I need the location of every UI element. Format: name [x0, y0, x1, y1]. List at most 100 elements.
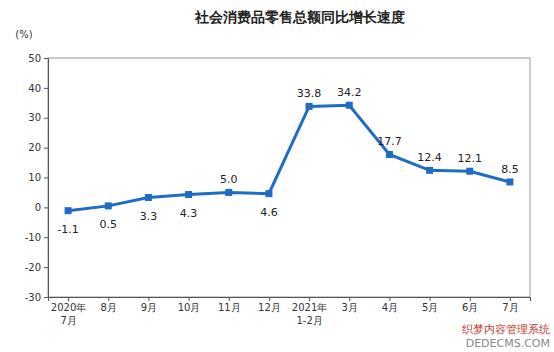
marker — [185, 191, 192, 198]
x-tick-label: 10月 — [178, 302, 201, 313]
x-tick-label: 6月 — [462, 302, 478, 313]
x-tick: 6月 — [462, 297, 478, 313]
y-tick-label: -10 — [25, 232, 41, 243]
x-tick: 2021年1-2月 — [292, 297, 327, 326]
x-tick-mark — [309, 297, 310, 301]
marker — [65, 207, 72, 214]
x-tick: 3月 — [342, 297, 358, 313]
y-tick: 50 — [28, 53, 48, 64]
data-label: 4.6 — [260, 206, 278, 219]
data-label: 12.4 — [417, 151, 442, 164]
watermark: 织梦内容管理系统 — [462, 323, 550, 336]
plot-frame — [48, 58, 530, 297]
y-label: (%) — [15, 29, 32, 40]
x-tick: 11月 — [218, 297, 241, 313]
y-tick-mark — [44, 237, 48, 238]
y-tick-label: 10 — [28, 172, 41, 183]
y-tick-label: 30 — [28, 112, 41, 123]
y-tick: 10 — [28, 172, 48, 183]
y-tick-mark — [44, 297, 48, 298]
x-tick-label: 12月 — [258, 302, 281, 313]
data-label: -1.1 — [57, 223, 78, 236]
marker — [225, 189, 232, 196]
marker — [105, 202, 112, 209]
data-label: 34.2 — [337, 86, 362, 99]
y-tick: 30 — [28, 112, 48, 123]
y-tick-mark — [44, 88, 48, 89]
y-tick-label: 50 — [28, 53, 41, 64]
marker — [386, 151, 393, 158]
x-tick: 5月 — [422, 297, 438, 313]
y-tick: -20 — [25, 262, 48, 273]
x-axis-line — [49, 298, 531, 302]
marker — [346, 102, 353, 109]
x-tick-label: 11月 — [218, 302, 241, 313]
data-label: 17.7 — [377, 135, 402, 148]
x-tick-mark — [189, 297, 190, 301]
title: 社会消费品零售总额同比增长速度 — [194, 9, 405, 25]
x-tick: 4月 — [382, 297, 398, 313]
x-tick: 10月 — [178, 297, 201, 313]
x-tick-label: 5月 — [422, 302, 438, 313]
data-label: 3.3 — [140, 210, 158, 223]
y-tick-mark — [44, 207, 48, 208]
data-label: 5.0 — [220, 173, 238, 186]
y-tick-label: -20 — [25, 262, 41, 273]
y-tick: -10 — [25, 232, 48, 243]
marker — [466, 168, 473, 175]
y-tick-mark — [44, 267, 48, 268]
chart: 社会消费品零售总额同比增长速度 (%) -30 -20 -10 0 10 20 30 40 50 20… — [0, 0, 554, 352]
x-tick: 7月 — [502, 297, 518, 313]
y-tick-label: -30 — [25, 292, 41, 303]
x-tick-mark — [148, 297, 149, 301]
y-tick-mark — [44, 178, 48, 179]
x-tick-mark — [68, 297, 69, 301]
annotations: 织梦内容管理系统DEDECMS.COM — [462, 323, 550, 350]
y-tick-mark — [44, 148, 48, 149]
data-labels: -1.1 0.5 3.3 4.3 5.0 4.6 33.8 34.2 17.7 12.4 12.1 8… — [57, 86, 518, 235]
y-tick-label: 0 — [35, 202, 41, 213]
y-tick: -30 — [25, 292, 48, 303]
y-tick-mark — [44, 58, 48, 59]
data-label: 12.1 — [458, 152, 483, 165]
x-tick-label: 3月 — [342, 302, 358, 313]
x-tick-label: 9月 — [141, 302, 157, 313]
x-tick: 9月 — [141, 297, 157, 313]
y-tick-mark — [44, 118, 48, 119]
x-tick-mark — [430, 297, 431, 301]
x-tick-mark — [108, 297, 109, 301]
x-tick-mark — [349, 297, 350, 301]
marker — [506, 178, 513, 185]
x-tick: 8月 — [101, 297, 117, 313]
y-axis-line — [44, 59, 49, 298]
y-tick: 20 — [28, 142, 48, 153]
series-line — [68, 105, 510, 210]
x-tick: 2020年7月 — [51, 297, 86, 326]
x-tick-mark — [229, 297, 230, 301]
x-tick-label: 4月 — [382, 302, 398, 313]
x-tick-label: 8月 — [101, 302, 117, 313]
data-label: 33.8 — [297, 87, 322, 100]
x-tick-mark — [389, 297, 390, 301]
y-tick: 40 — [28, 83, 48, 94]
plot-area — [65, 102, 514, 214]
marker — [306, 103, 313, 110]
x-tick-mark — [470, 297, 471, 301]
x-axis: 2020年7月 8月 9月 10月 11月 12月 2021年1-2月 3月 4月 5月 6月 7月 — [49, 297, 531, 326]
y-tick: 0 — [35, 202, 48, 213]
y-axis: -30 -20 -10 0 10 20 30 40 50 — [25, 53, 49, 303]
x-tick: 12月 — [258, 297, 281, 313]
data-label: 4.3 — [180, 207, 198, 220]
y-tick-label: 40 — [28, 83, 41, 94]
x-tick-label: 7月 — [502, 302, 518, 313]
x-tick-label: 2021年1-2月 — [292, 302, 327, 326]
x-tick-mark — [510, 297, 511, 301]
marker — [145, 194, 152, 201]
watermark: DEDECMS.COM — [466, 337, 550, 350]
data-label: 0.5 — [100, 218, 118, 231]
data-label: 8.5 — [501, 163, 519, 176]
marker — [426, 167, 433, 174]
y-tick-label: 20 — [28, 142, 41, 153]
x-tick-label: 2020年7月 — [51, 302, 86, 326]
x-tick-mark — [269, 297, 270, 301]
